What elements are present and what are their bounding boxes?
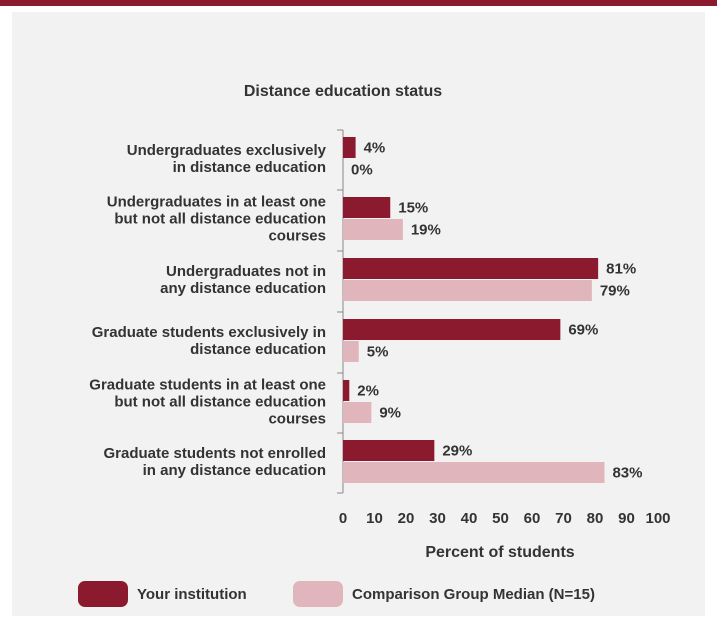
data-label: 69%: [568, 322, 598, 339]
data-label: 4%: [364, 140, 386, 157]
x-tick-label: 90: [618, 510, 635, 527]
bar-your-institution: [343, 258, 599, 279]
category-label: Graduate students exclusively in distance…: [92, 324, 326, 358]
x-tick-label: 40: [461, 510, 478, 527]
legend-label-comparison-median: Comparison Group Median (N=15): [352, 586, 595, 603]
legend: Your institution Comparison Group Median…: [78, 581, 595, 607]
category-label: Undergraduates not in any distance educat…: [160, 263, 326, 297]
data-label: 79%: [600, 283, 630, 300]
category-label: Undergraduates exclusively in distance ed…: [127, 142, 327, 176]
bar-your-institution: [343, 380, 350, 401]
data-label: 15%: [398, 200, 428, 217]
x-axis-title: Percent of students: [425, 544, 574, 561]
category-label: Graduate students not enrolled in any dis…: [103, 445, 326, 479]
bar-comparison-median: [343, 341, 359, 362]
x-tick-label: 0: [339, 510, 347, 527]
bar-comparison-median: [343, 219, 403, 240]
x-tick-label: 60: [524, 510, 541, 527]
data-label: 29%: [442, 443, 472, 460]
data-label: 81%: [606, 261, 636, 278]
legend-swatch-your-institution: [78, 581, 128, 607]
bar-your-institution: [343, 440, 435, 461]
x-tick-label: 50: [492, 510, 509, 527]
x-tick-label: 20: [398, 510, 415, 527]
x-tick-label: 100: [645, 510, 670, 527]
plot-area: 0 10 20 30 40 50 60 70 80 90 100 4% 0% Undergraduates…: [89, 129, 671, 527]
data-label: 2%: [357, 383, 379, 400]
bar-your-institution: [343, 319, 561, 340]
category-label: Graduate students in at least one but not…: [89, 377, 326, 428]
x-tick-label: 70: [555, 510, 572, 527]
data-label: 9%: [379, 405, 401, 422]
data-label: 19%: [411, 222, 441, 239]
chart-title: Distance education status: [244, 83, 442, 100]
x-tick-label: 10: [366, 510, 383, 527]
x-tick-label: 30: [429, 510, 446, 527]
category-label: Undergraduates in at least one but not al…: [107, 194, 326, 245]
data-label: 83%: [612, 465, 642, 482]
bar-your-institution: [343, 197, 391, 218]
data-label: 0%: [351, 162, 373, 179]
top-accent-bar: [0, 0, 717, 6]
x-tick-label: 80: [587, 510, 604, 527]
bar-comparison-median: [343, 402, 372, 423]
data-label: 5%: [367, 344, 389, 361]
bar-comparison-median: [343, 462, 605, 483]
chart-panel: [12, 12, 705, 616]
bar-comparison-median: [343, 280, 592, 301]
legend-label-your-institution: Your institution: [137, 586, 247, 603]
bar-your-institution: [343, 137, 356, 158]
legend-swatch-comparison-median: [293, 581, 343, 607]
